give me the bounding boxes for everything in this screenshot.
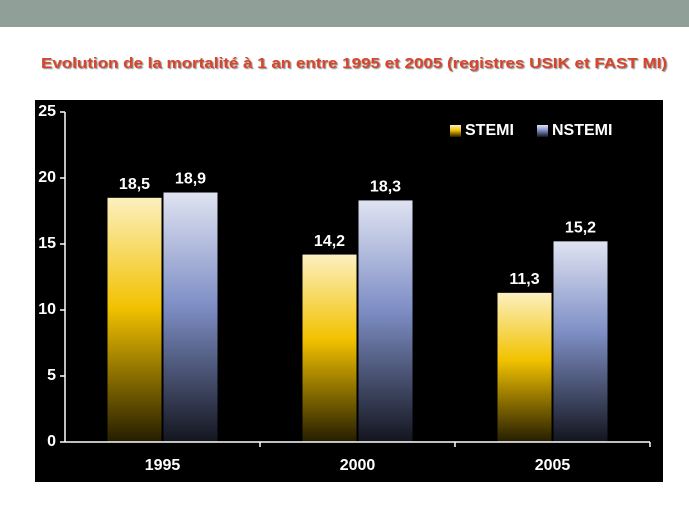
value-label: 18,3 [370,179,401,196]
bar [163,192,218,442]
value-label: 11,3 [509,271,539,288]
x-tick-label: 2005 [535,457,571,474]
y-tick-label: 5 [47,367,56,384]
y-tick-label: 25 [38,103,56,120]
y-tick-label: 10 [38,301,56,318]
value-label: 15,2 [565,220,596,237]
value-label: 14,2 [314,233,345,250]
top-bar [0,0,689,27]
legend-swatch [450,125,461,137]
x-tick-label: 1995 [145,457,181,474]
value-label: 18,9 [175,171,206,188]
bar [107,197,162,442]
bar [553,241,608,442]
value-label: 18,5 [119,176,150,193]
bar [302,254,357,442]
y-tick-label: 15 [38,235,56,252]
legend-swatch [537,125,548,137]
x-tick-label: 2000 [340,457,376,474]
bar [358,200,413,442]
y-tick-label: 20 [38,169,56,186]
legend-label: NSTEMI [552,122,612,139]
legend-label: STEMI [465,122,514,139]
bar [497,292,552,442]
y-tick-label: 0 [47,433,56,450]
chart-title: Evolution de la mortalité à 1 an entre 1… [41,55,667,72]
